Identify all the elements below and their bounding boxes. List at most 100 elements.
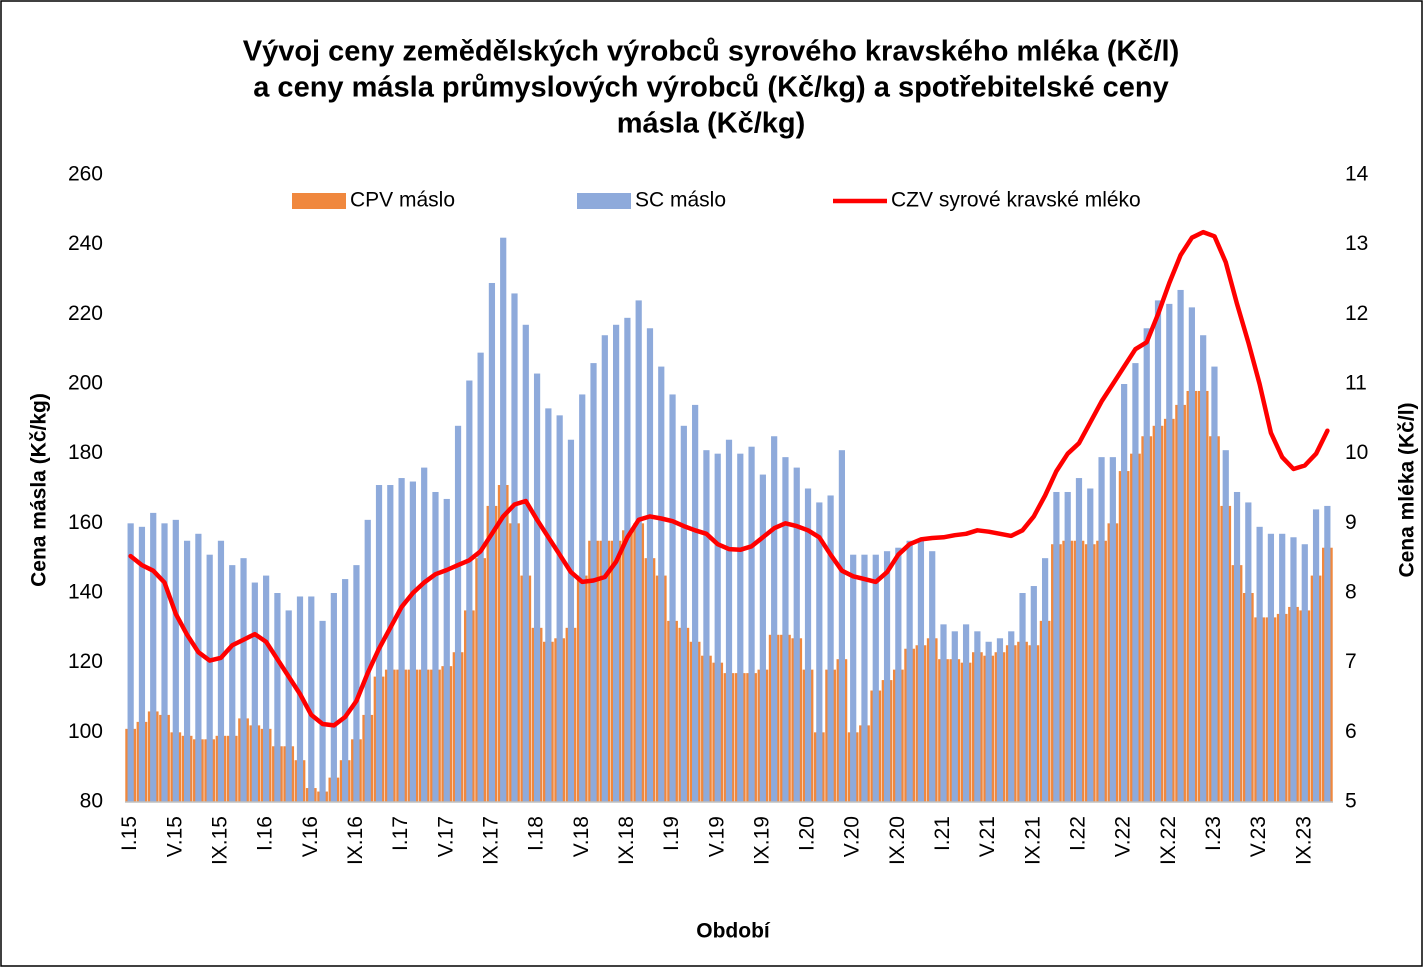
bar <box>488 282 496 802</box>
bar <box>872 554 879 802</box>
bar <box>1109 457 1116 802</box>
bar <box>511 293 518 802</box>
bar <box>1188 307 1195 802</box>
bar <box>567 439 575 802</box>
bar <box>1008 631 1015 802</box>
bar <box>861 554 868 802</box>
bar <box>319 620 326 802</box>
bar <box>1200 335 1207 802</box>
x-tick-label: IX.20 <box>886 816 909 865</box>
y2-tick-label: 10 <box>1345 441 1368 464</box>
y-tick-label: 260 <box>68 163 103 186</box>
bar <box>962 624 970 802</box>
bar <box>1233 491 1241 802</box>
bar <box>646 328 654 802</box>
x-axis-title: Období <box>696 920 771 943</box>
y2-tick-label: 6 <box>1345 720 1357 743</box>
bar <box>251 582 258 802</box>
bar <box>1121 384 1128 802</box>
bar <box>432 491 439 802</box>
bar <box>533 373 541 802</box>
bar <box>658 366 665 802</box>
bar <box>929 551 936 802</box>
legend-label: SC máslo <box>635 189 726 212</box>
bar <box>1312 509 1320 802</box>
bar <box>703 450 710 802</box>
bar <box>454 425 462 802</box>
bar <box>206 554 213 802</box>
x-tick-label: V.18 <box>570 816 593 857</box>
bar <box>816 502 823 802</box>
bar <box>737 453 744 802</box>
bar <box>545 408 552 802</box>
bar <box>1030 586 1037 802</box>
x-tick-label: I.15 <box>118 816 141 851</box>
bar <box>138 526 146 802</box>
bar <box>240 558 247 802</box>
bar <box>771 436 778 802</box>
x-tick-label: IX.18 <box>615 816 638 865</box>
y2-tick-label: 9 <box>1345 511 1357 534</box>
legend-swatch <box>292 193 346 209</box>
bar <box>725 439 733 802</box>
y-tick-label: 120 <box>68 650 103 673</box>
x-tick-label: V.23 <box>1247 816 1270 857</box>
bar <box>353 565 360 802</box>
y2-tick-label: 13 <box>1345 232 1368 255</box>
bar <box>748 446 755 802</box>
bar <box>782 457 789 802</box>
x-tick-label: I.19 <box>660 816 683 851</box>
bar <box>1166 303 1173 802</box>
bar <box>1019 593 1026 802</box>
bar <box>172 519 179 802</box>
bar <box>1222 450 1229 802</box>
x-tick-label: I.18 <box>525 816 548 851</box>
bar <box>601 335 608 802</box>
bar <box>477 352 484 802</box>
bar <box>195 533 202 802</box>
x-tick-label: V.21 <box>976 816 999 857</box>
bar <box>296 596 304 802</box>
y-tick-label: 220 <box>68 302 103 325</box>
y2-tick-label: 11 <box>1345 372 1367 395</box>
y2-tick-label: 8 <box>1345 581 1357 604</box>
y2-tick-label: 5 <box>1345 790 1357 813</box>
chart-title: a ceny másla průmyslových výrobců (Kč/kg… <box>253 72 1169 104</box>
bar <box>951 631 958 802</box>
bar <box>714 453 721 802</box>
bar <box>1064 491 1071 802</box>
y2-tick-label: 7 <box>1345 650 1357 673</box>
bar <box>669 394 676 802</box>
y-tick-label: 100 <box>68 720 103 743</box>
y-tick-label: 180 <box>68 441 103 464</box>
bar <box>1324 505 1331 802</box>
bar <box>522 324 529 802</box>
bar <box>1290 537 1297 802</box>
bar <box>1087 488 1094 802</box>
chart-title: Vývoj ceny zemědělských výrobců syrového… <box>243 36 1180 68</box>
bar <box>1279 533 1286 802</box>
bar <box>1154 300 1162 802</box>
bar <box>1211 366 1218 802</box>
x-tick-label: V.15 <box>163 816 186 857</box>
bar <box>1042 558 1049 802</box>
bar <box>895 547 902 802</box>
bar <box>556 415 563 802</box>
bar <box>917 540 925 802</box>
bar <box>375 485 383 802</box>
x-tick-label: I.21 <box>931 816 954 851</box>
bar <box>1177 289 1184 802</box>
bar <box>330 593 337 802</box>
y-tick-label: 200 <box>68 372 103 395</box>
bar <box>308 596 315 802</box>
x-tick-label: IX.15 <box>209 816 232 865</box>
x-tick-label: V.19 <box>705 816 728 857</box>
x-tick-label: V.17 <box>434 816 457 857</box>
bar <box>274 593 281 802</box>
x-tick-label: V.16 <box>299 816 322 857</box>
bar <box>793 467 800 802</box>
bar <box>285 610 292 802</box>
bar <box>466 380 473 802</box>
x-tick-label: IX.23 <box>1292 816 1315 865</box>
bar <box>1301 544 1308 802</box>
